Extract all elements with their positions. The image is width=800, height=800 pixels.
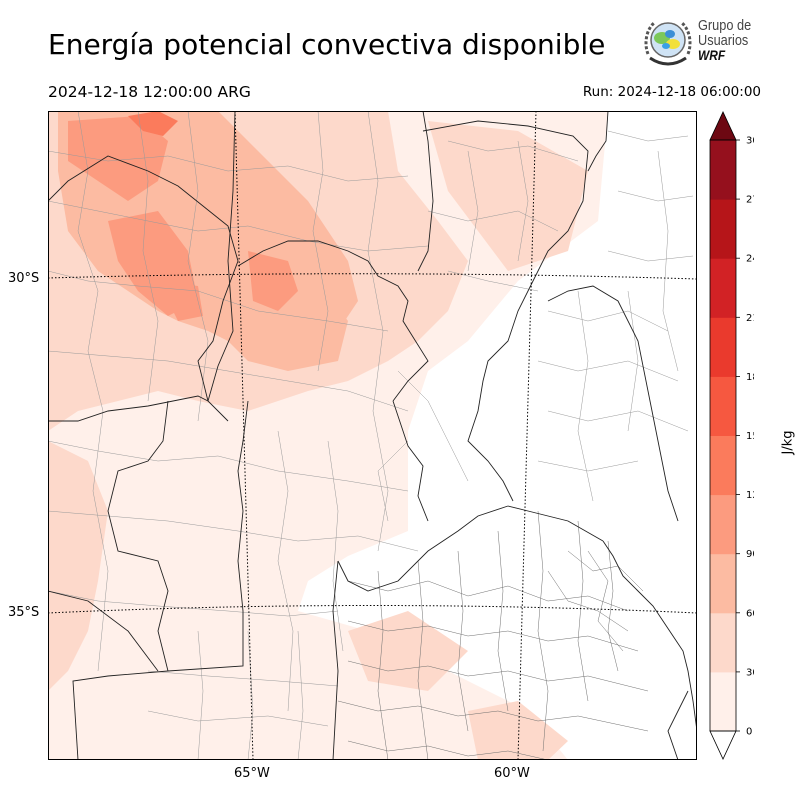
colorbar-band	[710, 376, 736, 436]
colorbar: 0 300 600 900 1200 1500 1800 2100 2400 2700 3000	[709, 111, 754, 760]
logo-line-2: Usuarios	[698, 32, 749, 49]
cape-area-north-high-4	[158, 281, 203, 321]
cape-area-south-low-1	[348, 611, 468, 691]
colorbar-tick-label: 2400	[746, 254, 754, 265]
wrf-users-group-logo: Grupo de Usuarios WRF	[640, 14, 770, 72]
lon-label-65w: 65°W	[234, 766, 270, 781]
colorbar-band	[710, 612, 736, 673]
cape-map	[48, 111, 697, 760]
lon-label-60w: 60°W	[494, 766, 530, 781]
colorbar-band	[710, 553, 736, 614]
cape-area-south-low-2	[468, 701, 568, 760]
colorbar-tick-label: 900	[746, 549, 754, 560]
logo-line-3: WRF	[698, 47, 726, 63]
colorbar-band	[710, 258, 736, 318]
colorbar-band	[710, 494, 736, 555]
colorbar-tick-label: 1500	[746, 431, 754, 442]
lat-label-30s: 30°S	[8, 271, 40, 286]
province-boundaries	[48, 111, 689, 760]
colorbar-band	[710, 140, 736, 200]
map-frame	[48, 111, 697, 760]
cape-area-north-peak	[128, 111, 178, 136]
colorbar-band	[710, 199, 736, 259]
cape-field	[48, 111, 608, 760]
colorbar-tick-label: 2700	[746, 195, 754, 206]
colorbar-extend-min	[709, 730, 737, 760]
colorbar-tick-label: 0	[746, 727, 752, 738]
run-time: Run: 2024-12-18 06:00:00	[582, 84, 761, 100]
cape-area-northeast-low	[428, 121, 588, 271]
colorbar-band	[710, 317, 736, 377]
colorbar-tick-label: 600	[746, 608, 754, 619]
cape-area-north-high-1	[68, 116, 168, 201]
colorbar-extend-max	[709, 111, 737, 141]
colorbar-tick-label: 1200	[746, 490, 754, 501]
colorbar-label: J/kg	[780, 430, 796, 455]
department-boundaries	[48, 111, 694, 760]
coastline	[602, 540, 697, 732]
colorbar-band	[710, 435, 736, 496]
colorbar-band	[710, 671, 736, 732]
buenos-aires-partidos	[337, 510, 649, 760]
cape-area-north-high-3	[248, 251, 298, 311]
valid-time: 2024-12-18 12:00:00 ARG	[48, 83, 251, 101]
logo-line-1: Grupo de	[698, 17, 752, 34]
map-title: Energía potencial convectiva disponible	[48, 28, 606, 61]
colorbar-tick-label: 2100	[746, 313, 754, 324]
colorbar-tick-label: 3000	[746, 136, 754, 147]
lat-label-35s: 35°S	[8, 605, 40, 620]
colorbar-tick-label: 1800	[746, 372, 754, 383]
cape-area-west-low	[48, 441, 108, 691]
graticule	[48, 111, 697, 760]
colorbar-tick-label: 300	[746, 667, 754, 678]
globe-laurel-icon	[644, 21, 692, 66]
